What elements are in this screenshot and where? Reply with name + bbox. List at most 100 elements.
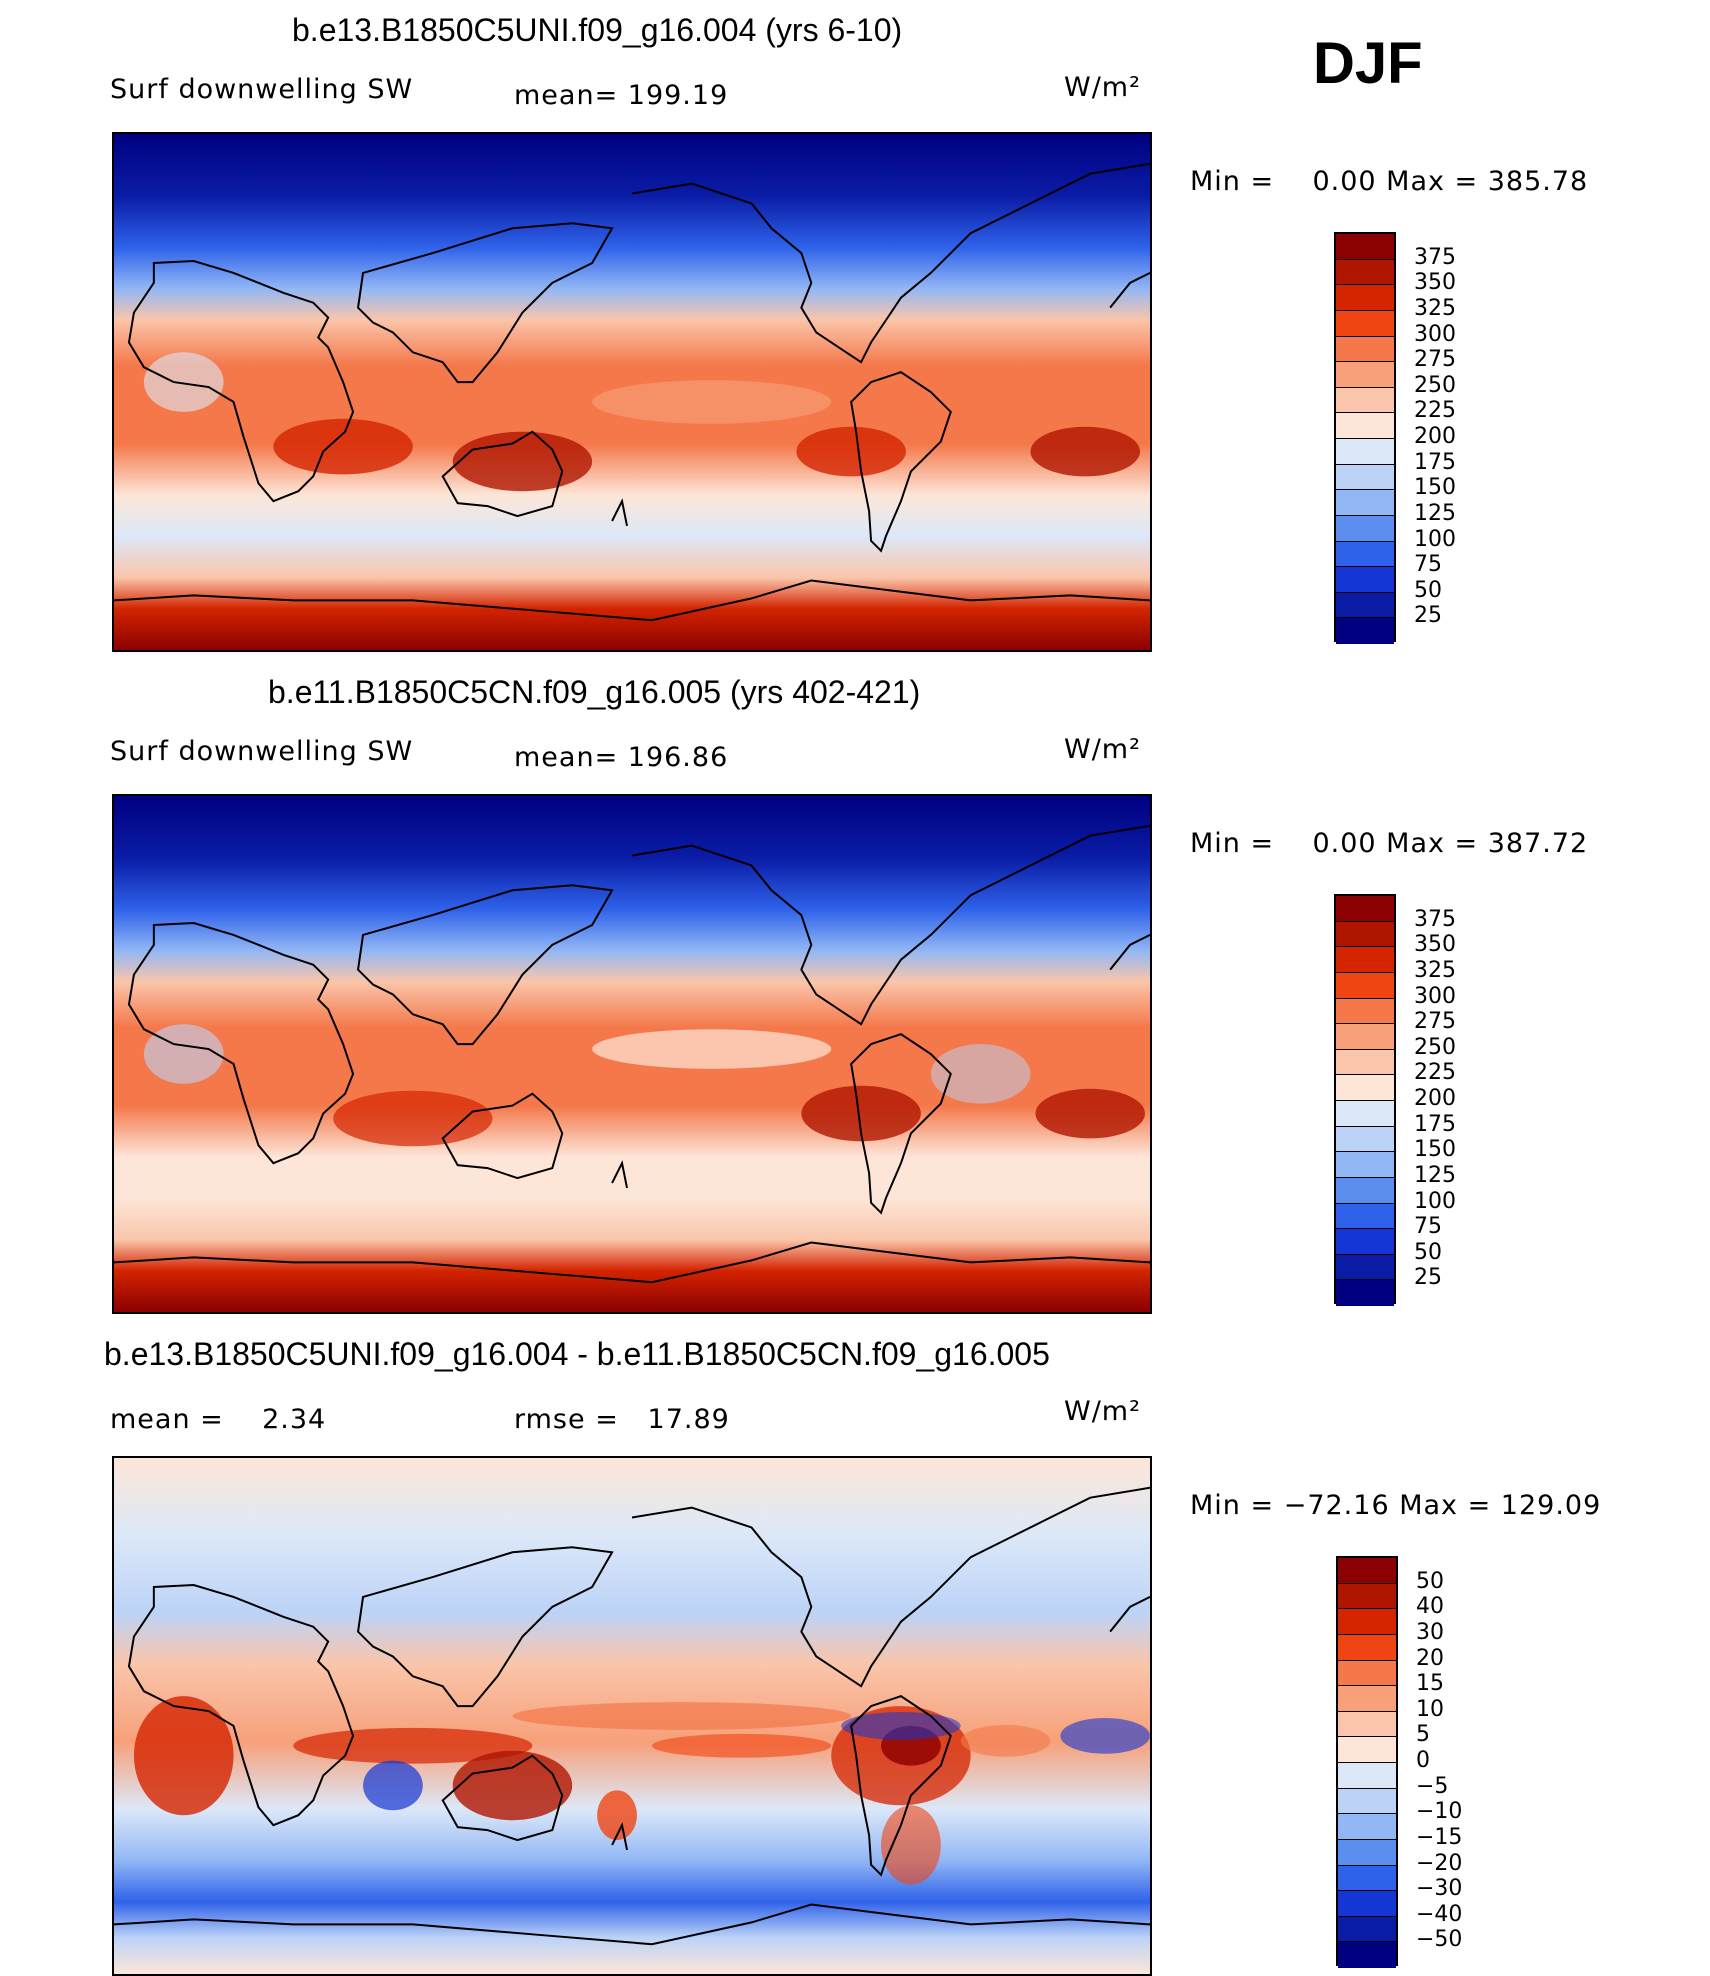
colorbar-tick-label: 100: [1414, 526, 1456, 552]
panel1-map: [112, 132, 1152, 652]
colorbar-tick-label: 225: [1414, 398, 1456, 424]
colorbar-tick-label: 350: [1414, 270, 1456, 296]
colorbar-box: [1336, 896, 1394, 922]
panel1-title: b.e13.B1850C5UNI.f09_g16.004 (yrs 6-10): [292, 12, 903, 48]
panel2-colorbar: [1334, 894, 1396, 1306]
colorbar-tick-label: 25: [1414, 603, 1442, 629]
colorbar-tick-label: −50: [1416, 1927, 1463, 1953]
colorbar-box: [1336, 1101, 1394, 1127]
colorbar-tick-label: −15: [1416, 1824, 1463, 1850]
colorbar-tick-label: 300: [1414, 321, 1456, 347]
colorbar-box: [1336, 1280, 1394, 1306]
colorbar-box: [1338, 1942, 1396, 1968]
colorbar-box: [1336, 362, 1394, 388]
colorbar-box: [1338, 1737, 1396, 1763]
panel3-colorbar: [1336, 1556, 1398, 1968]
colorbar-box: [1336, 336, 1394, 363]
colorbar-tick-label: 275: [1414, 1009, 1456, 1035]
colorbar-tick-label: 200: [1414, 1086, 1456, 1111]
colorbar-box: [1336, 921, 1394, 948]
colorbar-tick-label: 75: [1414, 552, 1442, 578]
colorbar-box: [1338, 1839, 1396, 1866]
panel2-map: [112, 794, 1152, 1314]
colorbar-tick-label: 175: [1414, 1111, 1456, 1137]
panel3-mean: mean = 2.34: [110, 1404, 327, 1435]
colorbar-box: [1336, 1203, 1394, 1230]
panel1-variable: Surf downwelling SW: [110, 74, 414, 105]
colorbar-tick-label: 100: [1414, 1188, 1456, 1214]
colorbar-box: [1336, 998, 1394, 1025]
colorbar-box: [1338, 1660, 1396, 1687]
season-label: DJF: [1313, 31, 1423, 96]
colorbar-tick-label: −5: [1416, 1773, 1449, 1799]
colorbar-box: [1338, 1916, 1396, 1943]
panel3-map-field: [114, 1458, 1150, 1974]
colorbar-box: [1336, 1049, 1394, 1076]
colorbar-tick-label: 15: [1416, 1671, 1444, 1697]
colorbar-box: [1338, 1558, 1396, 1584]
panel1-units: W/m²: [1064, 72, 1141, 103]
colorbar-tick-label: 325: [1414, 957, 1456, 983]
colorbar-tick-label: 25: [1414, 1265, 1442, 1291]
colorbar-box: [1336, 567, 1394, 593]
colorbar-box: [1336, 1152, 1394, 1178]
colorbar-tick-label: 250: [1414, 1034, 1456, 1060]
colorbar-box: [1336, 259, 1394, 286]
colorbar-tick-label: 350: [1414, 932, 1456, 958]
panel1-mean: mean= 199.19: [514, 80, 729, 111]
colorbar-box: [1336, 234, 1394, 260]
colorbar-box: [1338, 1634, 1396, 1661]
colorbar-box: [1338, 1763, 1396, 1789]
colorbar-box: [1336, 1024, 1394, 1050]
colorbar-tick-label: 325: [1414, 295, 1456, 321]
colorbar-box: [1336, 310, 1394, 337]
colorbar-box: [1338, 1609, 1396, 1635]
panel3-title: b.e13.B1850C5UNI.f09_g16.004 - b.e11.B18…: [104, 1336, 1050, 1372]
colorbar-tick-label: 50: [1414, 577, 1442, 603]
colorbar-tick-label: 250: [1414, 372, 1456, 398]
colorbar-tick-label: 225: [1414, 1060, 1456, 1086]
colorbar-box: [1338, 1891, 1396, 1917]
colorbar-tick-label: −20: [1416, 1850, 1463, 1876]
colorbar-tick-label: 125: [1414, 500, 1456, 526]
colorbar-box: [1336, 464, 1394, 491]
panel3-units: W/m²: [1064, 1396, 1141, 1427]
colorbar-box: [1336, 413, 1394, 439]
colorbar-box: [1336, 592, 1394, 619]
colorbar-box: [1336, 972, 1394, 999]
colorbar-tick-label: 375: [1414, 906, 1456, 932]
colorbar-box: [1338, 1788, 1396, 1815]
colorbar-tick-label: 30: [1416, 1619, 1444, 1645]
panel2-variable: Surf downwelling SW: [110, 736, 414, 767]
panel2-title: b.e11.B1850C5CN.f09_g16.005 (yrs 402-421…: [268, 674, 921, 710]
colorbar-tick-label: 275: [1414, 347, 1456, 373]
colorbar-box: [1336, 515, 1394, 542]
colorbar-tick-label: 20: [1416, 1645, 1444, 1671]
colorbar-box: [1338, 1814, 1396, 1840]
colorbar-box: [1338, 1865, 1396, 1892]
colorbar-tick-label: 10: [1416, 1696, 1444, 1722]
colorbar-box: [1338, 1583, 1396, 1610]
panel3-map: [112, 1456, 1152, 1976]
colorbar-tick-label: 375: [1414, 244, 1456, 270]
panel3-rmse: rmse = 17.89: [514, 1404, 730, 1435]
colorbar-box: [1336, 1075, 1394, 1101]
colorbar-box: [1336, 618, 1394, 644]
colorbar-tick-label: 50: [1414, 1239, 1442, 1265]
colorbar-box: [1336, 947, 1394, 973]
colorbar-box: [1336, 541, 1394, 568]
colorbar-box: [1336, 490, 1394, 516]
panel1-range: Min = 0.00 Max = 385.78: [1190, 166, 1589, 197]
colorbar-box: [1336, 1126, 1394, 1153]
colorbar-box: [1338, 1686, 1396, 1712]
colorbar-tick-label: 0: [1416, 1748, 1430, 1773]
colorbar-box: [1336, 1254, 1394, 1281]
panel2-range: Min = 0.00 Max = 387.72: [1190, 828, 1589, 859]
colorbar-tick-label: 300: [1414, 983, 1456, 1009]
colorbar-tick-label: −30: [1416, 1876, 1463, 1902]
colorbar-tick-label: 150: [1414, 475, 1456, 501]
colorbar-box: [1336, 1229, 1394, 1255]
colorbar-tick-label: 200: [1414, 424, 1456, 449]
colorbar-tick-label: −40: [1416, 1901, 1463, 1927]
colorbar-box: [1336, 285, 1394, 311]
